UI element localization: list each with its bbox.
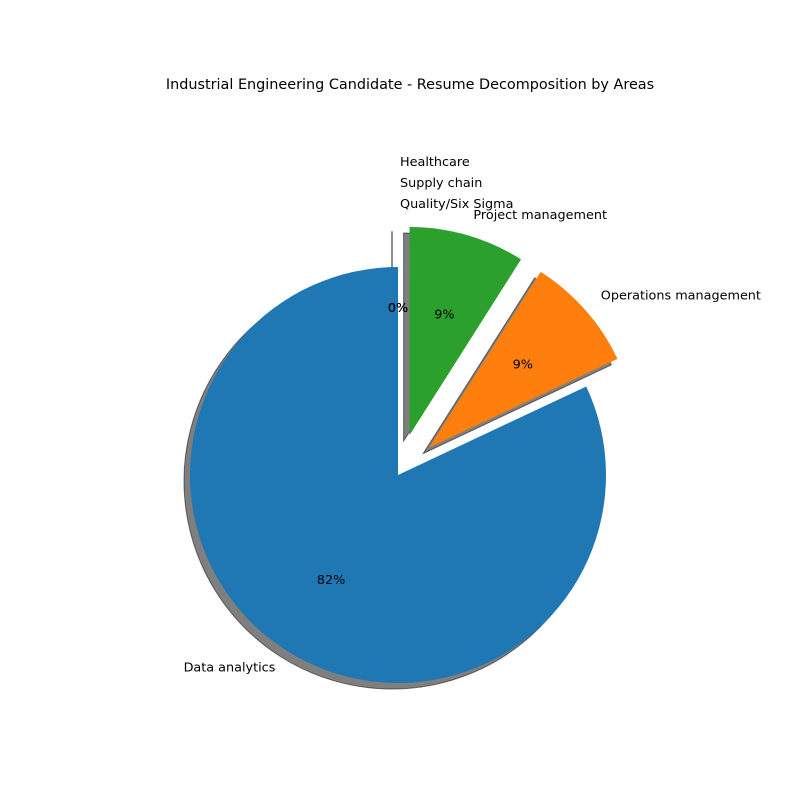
pie-slice-project-management [409,227,522,436]
slice-percent-project-management: 9% [434,308,454,323]
slice-layer [190,227,618,684]
slice-percent-quality-six-sigma: 0% [388,301,408,316]
slice-label-operations-management: Operations management [601,289,761,304]
slice-percent-operations-management: 9% [513,358,533,373]
slice-percent-data-analytics: 82% [317,573,345,588]
slice-percent-healthcare: 0% [388,301,408,316]
slice-label-healthcare: Healthcare [400,155,470,170]
slice-label-project-management: Project management [473,208,607,223]
slice-label-data-analytics: Data analytics [184,661,276,676]
slice-label-supply-chain: Supply chain [400,176,482,191]
pie-slice-operations-management [429,271,618,448]
slice-label-quality-six-sigma: Quality/Six Sigma [400,197,513,212]
chart-title: Industrial Engineering Candidate - Resum… [166,77,654,93]
label-layer: Data analytics 82% Operations management 9%… [184,155,761,676]
slice-percent-supply-chain: 0% [388,301,408,316]
pie-slice-data-analytics [190,267,607,684]
